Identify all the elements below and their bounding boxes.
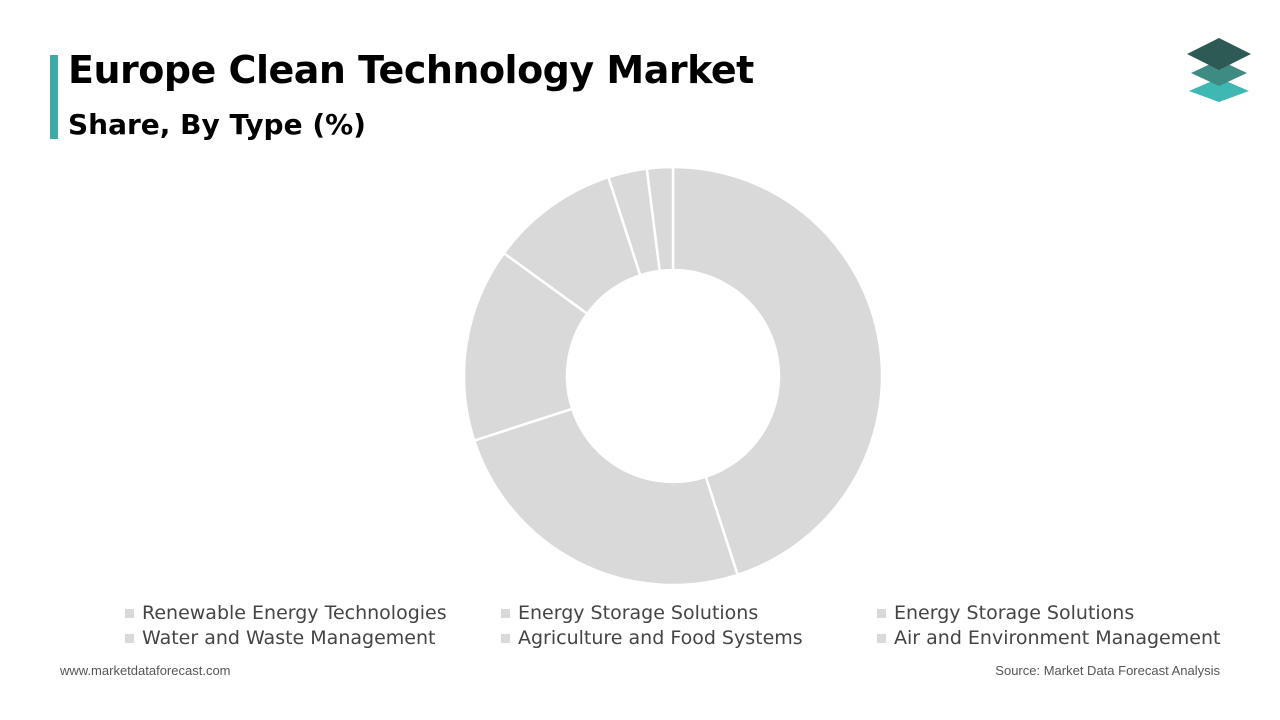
legend-swatch (501, 633, 510, 643)
page-subtitle: Share, By Type (%) (68, 108, 366, 141)
legend-item: Water and Waste Management (125, 627, 501, 649)
legend-label: Air and Environment Management (894, 627, 1221, 649)
legend-label: Energy Storage Solutions (518, 602, 759, 624)
legend-item: Agriculture and Food Systems (501, 627, 877, 649)
stacked-layers-icon (1187, 38, 1251, 102)
legend-swatch (125, 633, 134, 643)
legend-item: Air and Environment Management (877, 627, 1245, 649)
footer-website: www.marketdataforecast.com (60, 663, 231, 678)
legend-swatch (501, 608, 510, 618)
legend-item: Renewable Energy Technologies (125, 602, 501, 624)
legend-label: Water and Waste Management (142, 627, 436, 649)
legend-label: Energy Storage Solutions (894, 602, 1135, 624)
donut-slice-2 (472, 407, 740, 587)
donut-slice-1 (671, 165, 884, 577)
donut-chart (462, 165, 884, 587)
legend-swatch (125, 608, 134, 618)
legend-swatch (877, 608, 886, 618)
page-title: Europe Clean Technology Market (68, 48, 754, 92)
chart-legend: Renewable Energy Technologies Energy Stor… (125, 602, 1245, 649)
legend-label: Renewable Energy Technologies (142, 602, 447, 624)
footer-source: Source: Market Data Forecast Analysis (995, 663, 1220, 678)
legend-item: Energy Storage Solutions (877, 602, 1245, 624)
legend-label: Agriculture and Food Systems (518, 627, 803, 649)
donut-slice-6 (645, 165, 675, 273)
legend-swatch (877, 633, 886, 643)
donut-slice-3 (462, 251, 589, 443)
title-accent-bar (50, 55, 58, 139)
legend-item: Energy Storage Solutions (501, 602, 877, 624)
